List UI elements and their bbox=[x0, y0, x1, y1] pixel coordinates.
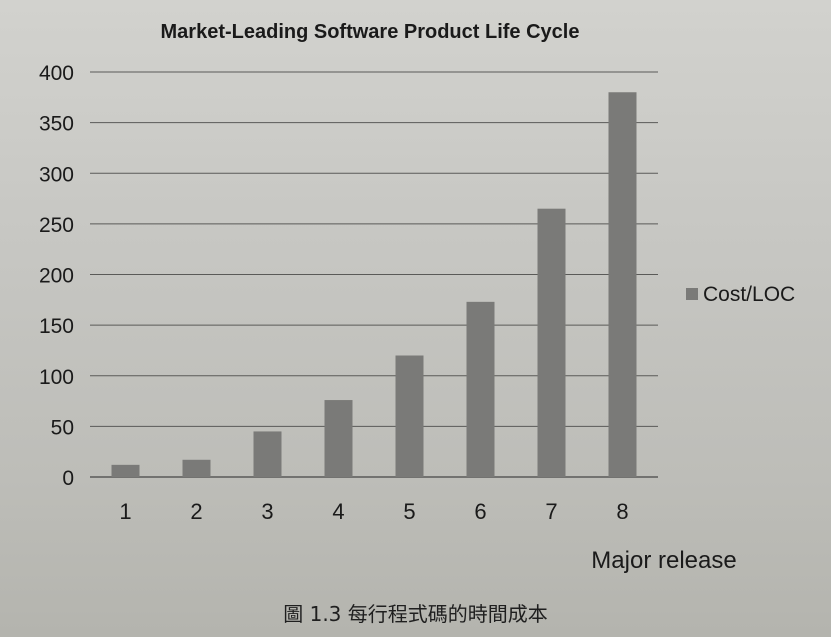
legend-swatch bbox=[686, 288, 698, 300]
bar bbox=[111, 464, 140, 477]
y-tick-label: 250 bbox=[39, 214, 74, 237]
legend: Cost/LOC bbox=[686, 283, 795, 306]
x-axis-title: Major release bbox=[591, 547, 736, 574]
x-tick-label: 8 bbox=[616, 499, 628, 524]
x-tick-label: 4 bbox=[332, 499, 344, 524]
bar bbox=[466, 301, 495, 477]
legend-label: Cost/LOC bbox=[703, 283, 795, 306]
x-axis: 1 2 3 4 5 6 7 8 bbox=[119, 499, 628, 524]
y-tick-label: 350 bbox=[39, 113, 74, 136]
bar bbox=[537, 208, 566, 477]
x-tick-label: 3 bbox=[261, 499, 273, 524]
y-tick-label: 0 bbox=[62, 467, 74, 490]
x-tick-label: 1 bbox=[119, 499, 131, 524]
x-tick-label: 7 bbox=[545, 499, 557, 524]
y-tick-label: 50 bbox=[51, 416, 74, 439]
figure-caption: 圖 1.3 每行程式碼的時間成本 bbox=[283, 602, 548, 626]
y-tick-label: 400 bbox=[39, 62, 74, 85]
bar bbox=[608, 92, 637, 477]
x-tick-label: 5 bbox=[403, 499, 415, 524]
y-tick-label: 300 bbox=[39, 163, 74, 186]
bar bbox=[324, 400, 353, 477]
y-tick-label: 100 bbox=[39, 366, 74, 389]
bars bbox=[111, 92, 637, 477]
y-tick-label: 200 bbox=[39, 265, 74, 288]
x-tick-label: 2 bbox=[190, 499, 202, 524]
chart-title: Market-Leading Software Product Life Cyc… bbox=[161, 21, 580, 43]
x-tick-label: 6 bbox=[474, 499, 486, 524]
y-axis: 0 50 100 150 200 250 300 350 400 bbox=[39, 62, 74, 490]
y-tick-label: 150 bbox=[39, 315, 74, 338]
bar bbox=[253, 431, 282, 477]
gridlines bbox=[90, 71, 658, 478]
bar bbox=[395, 355, 424, 477]
bar bbox=[182, 459, 211, 477]
